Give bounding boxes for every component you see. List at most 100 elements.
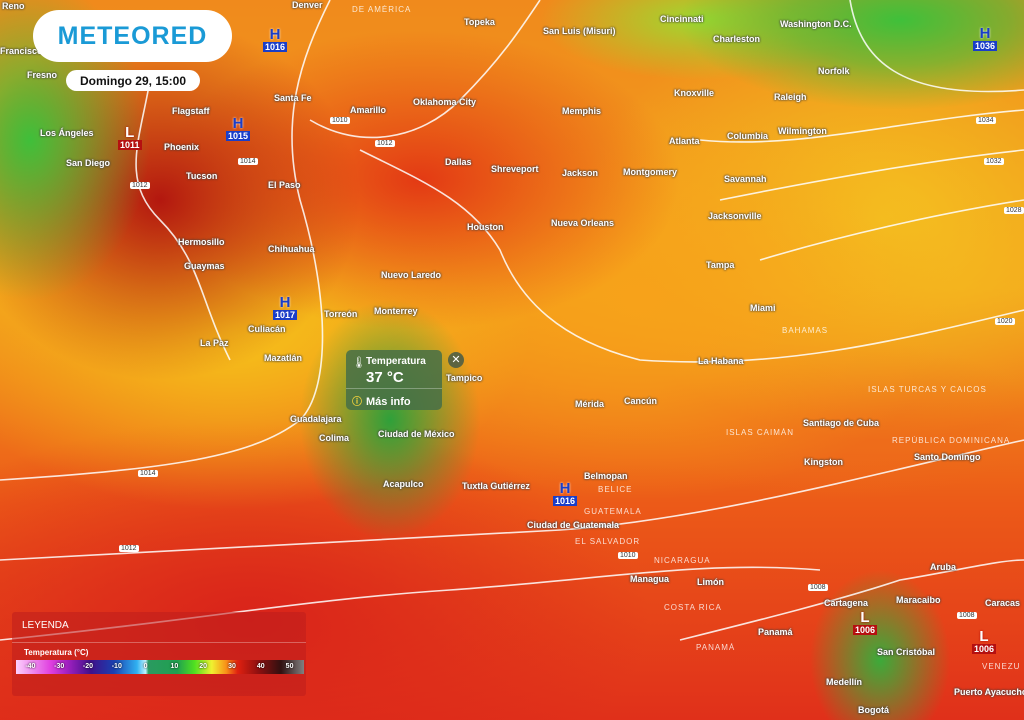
- city-label[interactable]: Tuxtla Gutiérrez: [462, 481, 530, 491]
- city-label[interactable]: Jackson: [562, 168, 599, 178]
- city-label[interactable]: Chihuahua: [268, 244, 315, 254]
- city-label[interactable]: Torreón: [324, 309, 358, 319]
- country-label: VENEZU: [982, 662, 1021, 671]
- city-label[interactable]: Charleston: [713, 34, 761, 44]
- city-label[interactable]: Maracaibo: [896, 595, 941, 605]
- city-label[interactable]: San Cristóbal: [877, 647, 936, 657]
- low-pressure-center: L 1011: [118, 125, 142, 150]
- city-label[interactable]: La Habana: [698, 356, 744, 366]
- city-label[interactable]: Nueva Orleans: [551, 218, 615, 228]
- city-label[interactable]: Dallas: [445, 157, 472, 167]
- country-label: EL SALVADOR: [575, 537, 641, 546]
- city-label[interactable]: Knoxville: [674, 88, 715, 98]
- city-label[interactable]: Kingston: [804, 457, 843, 467]
- city-label[interactable]: Montgomery: [623, 167, 677, 177]
- close-popup-button[interactable]: ✕: [448, 352, 464, 368]
- city-label[interactable]: San Luis (Misuri): [543, 26, 616, 36]
- pressure-letter: H: [979, 25, 991, 42]
- divider: [346, 388, 442, 389]
- isobar-label: 1028: [1004, 207, 1024, 214]
- city-label[interactable]: Amarillo: [350, 105, 387, 115]
- city-label[interactable]: Reno: [2, 1, 25, 11]
- city-label[interactable]: Wilmington: [778, 126, 827, 136]
- city-label[interactable]: Nuevo Laredo: [381, 270, 442, 280]
- city-label[interactable]: Ciudad de México: [378, 429, 455, 439]
- city-label[interactable]: San Diego: [66, 158, 111, 168]
- high-pressure-center: H 1015: [226, 116, 251, 141]
- city-label[interactable]: Tampico: [446, 373, 483, 383]
- city-label[interactable]: Colima: [319, 433, 350, 443]
- city-label[interactable]: Raleigh: [774, 92, 807, 102]
- city-label[interactable]: Topeka: [464, 17, 495, 27]
- city-label[interactable]: Mazatlán: [264, 353, 303, 363]
- city-label[interactable]: Hermosillo: [178, 237, 225, 247]
- city-label[interactable]: Washington D.C.: [780, 19, 852, 29]
- info-icon: ⓘ: [352, 397, 362, 408]
- city-label[interactable]: Savannah: [724, 174, 767, 184]
- city-label[interactable]: Atlanta: [669, 136, 700, 146]
- city-label[interactable]: Acapulco: [383, 479, 424, 489]
- city-label[interactable]: Puerto Ayacucho: [954, 687, 1024, 697]
- city-label[interactable]: Tampa: [706, 260, 735, 270]
- city-label[interactable]: Caracas: [985, 598, 1021, 608]
- city-label[interactable]: Belmopan: [584, 471, 628, 481]
- country-label: ISLAS TURCAS Y CAICOS: [868, 385, 987, 394]
- legend-panel[interactable]: LEYENDA Temperatura (°C) -40 -30 -20 -10 0 10…: [12, 612, 306, 696]
- city-label[interactable]: Panamá: [758, 627, 793, 637]
- isobar-label: 1010: [330, 117, 350, 124]
- city-label[interactable]: Managua: [630, 574, 670, 584]
- city-label[interactable]: Tucson: [186, 171, 218, 181]
- city-label[interactable]: Medellín: [826, 677, 863, 687]
- city-label[interactable]: Monterrey: [374, 306, 418, 316]
- city-label[interactable]: Culiacán: [248, 324, 286, 334]
- city-label[interactable]: Phoenix: [164, 142, 200, 152]
- city-label[interactable]: Cincinnati: [660, 14, 704, 24]
- city-label[interactable]: Ciudad de Guatemala: [527, 520, 620, 530]
- city-label[interactable]: Oklahoma City: [413, 97, 477, 107]
- datetime-badge[interactable]: Domingo 29, 15:00: [66, 70, 200, 91]
- scale-tick: -40: [25, 663, 36, 670]
- city-label[interactable]: Los Ángeles: [40, 128, 94, 138]
- city-label[interactable]: Jacksonville: [708, 211, 762, 221]
- scale-tick: 20: [199, 663, 208, 670]
- city-label[interactable]: Miami: [750, 303, 776, 313]
- city-label[interactable]: Flagstaff: [172, 106, 210, 116]
- city-label[interactable]: Bogotá: [858, 705, 889, 715]
- city-label[interactable]: La Paz: [200, 338, 229, 348]
- city-label[interactable]: Guadalajara: [290, 414, 342, 424]
- city-label[interactable]: Cancún: [624, 396, 658, 406]
- city-label[interactable]: Houston: [467, 222, 504, 232]
- city-label[interactable]: Norfolk: [818, 66, 850, 76]
- city-label[interactable]: Fresno: [27, 70, 58, 80]
- pressure-value: 1016: [553, 496, 578, 506]
- city-label[interactable]: Memphis: [562, 106, 602, 116]
- isobar-label: 1010: [618, 552, 638, 559]
- country-label: NICARAGUA: [654, 556, 711, 565]
- city-label[interactable]: Cartagena: [824, 598, 869, 608]
- city-label[interactable]: Shreveport: [491, 164, 539, 174]
- city-label[interactable]: Mérida: [575, 399, 605, 409]
- country-label: DE AMÉRICA: [352, 5, 412, 14]
- pressure-letter: H: [269, 26, 281, 43]
- city-label[interactable]: Limón: [697, 577, 724, 587]
- city-label[interactable]: Columbia: [727, 131, 769, 141]
- scale-tick: 40: [256, 663, 265, 670]
- city-label[interactable]: Santa Fe: [274, 93, 312, 103]
- isobar-label: 1014: [138, 470, 158, 477]
- pressure-letter: H: [559, 480, 571, 497]
- city-label[interactable]: Aruba: [930, 562, 957, 572]
- city-label[interactable]: Francisco: [0, 46, 43, 56]
- thermometer-icon: 🌡: [352, 357, 366, 369]
- city-label[interactable]: Denver: [292, 0, 323, 10]
- city-label[interactable]: El Paso: [268, 180, 301, 190]
- scale-tick: -30: [54, 663, 65, 670]
- scale-tick: 10: [170, 663, 179, 670]
- city-label[interactable]: Guaymas: [184, 261, 225, 271]
- city-label[interactable]: Santo Domingo: [914, 452, 981, 462]
- meteored-logo[interactable]: METEORED: [33, 10, 232, 62]
- more-info-button[interactable]: ⓘ Más info: [352, 396, 411, 408]
- country-label: REPÚBLICA DOMINICANA: [892, 436, 1011, 445]
- country-label: COSTA RICA: [664, 603, 722, 612]
- city-label[interactable]: Santiago de Cuba: [803, 418, 880, 428]
